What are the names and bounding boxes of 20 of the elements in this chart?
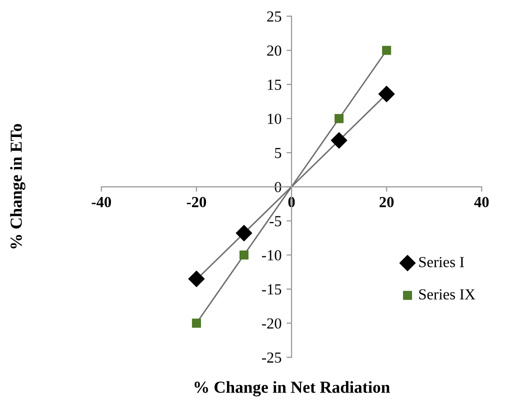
y-tick-label: -20 [262,318,282,329]
y-tick-label: 5 [275,148,282,158]
x-tick-label: 0 [288,196,295,208]
y-axis-title: % Change in ETo [10,124,26,248]
y-tick-label: -25 [262,352,282,363]
legend-label: Series IX [419,289,476,300]
y-tick-label: 15 [268,80,282,90]
y-tick-label: 20 [267,45,282,56]
x-tick-label: -20 [186,196,206,208]
y-tick-label: 25 [267,11,282,22]
x-axis-title: % Change in Net Radiation [194,381,390,396]
x-tick-label: 20 [380,196,394,208]
x-tick-label: 40 [474,196,489,208]
y-tick-label: 10 [268,114,282,124]
y-tick-label: -10 [262,250,282,260]
y-tick-label: -5 [270,216,282,226]
legend-label: Series I [419,256,464,268]
y-tick-label: -15 [262,284,282,295]
x-tick-label: -40 [92,196,111,208]
y-tick-label: 0 [274,182,282,192]
